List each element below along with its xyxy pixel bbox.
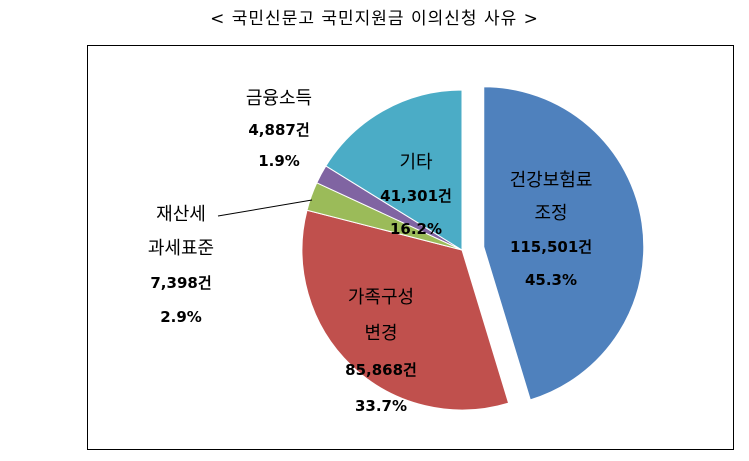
slice-label-1-line-3: 33.7% bbox=[355, 397, 407, 415]
slice-label-0-line-1: 조정 bbox=[534, 203, 567, 224]
slice-label-2-line-1: 과세표준 bbox=[148, 238, 214, 259]
slice-label-3-line-1: 4,887건 bbox=[248, 121, 309, 139]
slice-label-1-line-1: 변경 bbox=[364, 323, 397, 344]
chart-frame bbox=[87, 45, 734, 450]
slice-label-2-line-0: 재산세 bbox=[156, 204, 206, 225]
slice-label-1-line-2: 85,868건 bbox=[345, 361, 417, 379]
slice-label-3-line-0: 금융소득 bbox=[246, 88, 312, 109]
slice-label-0-line-3: 45.3% bbox=[525, 271, 577, 289]
slice-label-4-line-1: 41,301건 bbox=[380, 187, 452, 205]
chart-title: < 국민신문고 국민지원금 이의신청 사유 > bbox=[210, 9, 539, 29]
leader-line-2 bbox=[217, 199, 313, 217]
pie-slice-1 bbox=[301, 209, 510, 411]
slice-label-4-line-2: 16.2% bbox=[390, 220, 442, 238]
slice-label-2-line-2: 7,398건 bbox=[150, 274, 211, 292]
slice-label-0-line-0: 건강보험료 bbox=[510, 170, 593, 191]
pie-slice-0 bbox=[483, 86, 645, 401]
pie-slice-4 bbox=[325, 89, 463, 251]
slice-label-0-line-2: 115,501건 bbox=[510, 238, 592, 256]
slice-label-3-line-2: 1.9% bbox=[258, 152, 300, 170]
slice-label-4-line-0: 기타 bbox=[399, 152, 433, 173]
slice-label-2-line-3: 2.9% bbox=[160, 308, 202, 326]
slice-label-1-line-0: 가족구성 bbox=[348, 287, 414, 308]
